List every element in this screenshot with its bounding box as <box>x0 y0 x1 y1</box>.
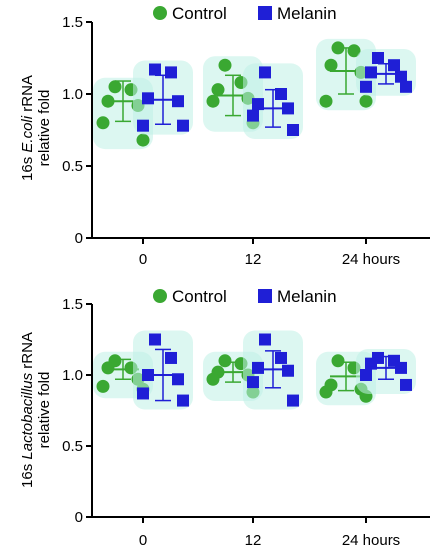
y-tick-label: 0.5 <box>62 438 83 455</box>
data-point-melanin <box>137 387 149 400</box>
y-axis-label-prefix: 16s <box>19 460 36 488</box>
data-point-melanin <box>165 66 177 79</box>
data-point-melanin <box>259 66 271 79</box>
data-point-melanin <box>137 119 149 132</box>
data-point-melanin <box>365 66 377 79</box>
series-melanin <box>133 49 416 139</box>
y-axis-label-line2: relative fold <box>36 90 53 167</box>
y-axis-label: 16s E.coli rRNA <box>19 75 36 181</box>
data-point-control <box>359 94 373 108</box>
data-point-melanin <box>177 394 189 407</box>
legend-label: Melanin <box>277 287 337 306</box>
data-point-control <box>218 354 232 368</box>
x-tick-label: 24 hours <box>342 532 400 549</box>
legend-label: Control <box>172 287 227 306</box>
y-tick-label: 0.5 <box>62 158 83 175</box>
data-point-control <box>331 354 345 368</box>
data-point-melanin <box>282 364 294 377</box>
y-tick-label: 1.5 <box>62 296 83 313</box>
y-axis-label-suffix: rRNA <box>19 332 36 373</box>
legend-marker-melanin <box>258 6 272 20</box>
data-point-melanin <box>247 376 259 389</box>
data-point-melanin <box>287 124 299 136</box>
data-point-melanin <box>275 351 287 364</box>
data-point-melanin <box>247 109 259 122</box>
legend-label: Control <box>172 4 227 23</box>
data-point-control <box>211 83 225 97</box>
data-point-control <box>206 94 220 108</box>
data-point-melanin <box>259 333 271 346</box>
data-point-control <box>108 80 122 94</box>
legend-marker-control <box>153 6 167 20</box>
data-point-melanin <box>142 92 154 105</box>
data-point-control <box>96 116 110 130</box>
data-point-control <box>206 372 220 386</box>
y-tick-label: 0 <box>75 230 83 247</box>
data-point-melanin <box>275 88 287 100</box>
data-point-control <box>96 379 110 393</box>
y-axis-label-species: Lactobacillus <box>19 372 36 459</box>
data-point-control <box>101 361 115 375</box>
x-tick-label: 0 <box>139 532 147 549</box>
data-point-melanin <box>360 80 372 93</box>
x-tick-label: 24 hours <box>342 251 400 268</box>
y-axis-label: 16s Lactobacillus rRNA <box>19 332 36 488</box>
data-point-melanin <box>365 357 377 370</box>
data-point-melanin <box>149 333 161 346</box>
data-point-control <box>136 133 150 147</box>
x-tick-label: 12 <box>245 532 262 549</box>
data-point-melanin <box>400 80 412 93</box>
legend-label: Melanin <box>277 4 337 23</box>
data-point-melanin <box>149 63 161 76</box>
series-control <box>93 351 376 406</box>
legend-marker-melanin <box>258 289 272 303</box>
chart-panel-1: 0 0.5 1.0 1.5 0 12 24 hours 16s E.coli rRNA rela… <box>19 4 430 268</box>
data-point-melanin <box>177 119 189 132</box>
y-tick-label: 0 <box>75 509 83 526</box>
series-melanin <box>133 330 416 410</box>
data-point-control <box>319 94 333 108</box>
data-point-melanin <box>372 52 384 64</box>
y-axis-label-species: E.coli <box>19 115 36 152</box>
data-point-control <box>324 58 338 72</box>
data-point-melanin <box>400 378 412 391</box>
data-point-melanin <box>252 98 264 111</box>
data-point-melanin <box>287 394 299 407</box>
data-point-control <box>319 385 333 399</box>
x-tick-label: 0 <box>139 251 147 268</box>
y-axis-label-line2: relative fold <box>36 372 53 449</box>
y-tick-label: 1.0 <box>62 86 83 103</box>
data-point-melanin <box>172 95 184 108</box>
legend-marker-control <box>153 289 167 303</box>
y-axis-label-suffix: rRNA <box>19 75 36 116</box>
y-tick-label: 1.0 <box>62 367 83 384</box>
x-tick-label: 12 <box>245 251 262 268</box>
chart-panel-2: 0 0.5 1.0 1.5 0 12 24 hours 16s Lactobacillus r… <box>19 287 430 549</box>
y-axis-label-prefix: 16s <box>19 153 36 181</box>
y-tick-label: 1.5 <box>62 14 83 31</box>
data-point-melanin <box>172 373 184 386</box>
data-point-melanin <box>360 369 372 381</box>
data-point-melanin <box>252 361 264 374</box>
data-point-melanin <box>388 59 400 72</box>
data-point-melanin <box>165 351 177 364</box>
data-point-control <box>218 58 232 72</box>
